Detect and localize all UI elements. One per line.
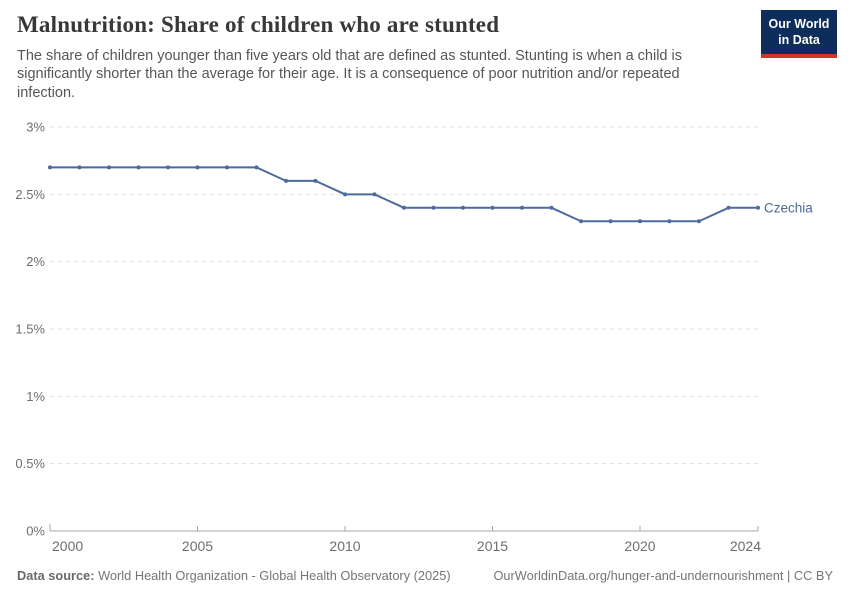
owid-logo-line2: in Data: [778, 33, 820, 48]
data-point[interactable]: [107, 165, 111, 170]
data-point[interactable]: [195, 165, 200, 170]
data-point[interactable]: [225, 165, 229, 170]
data-point[interactable]: [756, 205, 760, 210]
data-source-note: Data source: World Health Organization -…: [17, 568, 451, 583]
y-tick-label: 1.5%: [15, 322, 45, 337]
data-source-text: World Health Organization - Global Healt…: [94, 568, 451, 583]
data-point[interactable]: [608, 219, 613, 224]
data-point[interactable]: [254, 165, 259, 170]
data-point[interactable]: [490, 205, 495, 210]
data-source-label: Data source:: [17, 568, 95, 583]
x-tick-label: 2000: [52, 538, 83, 554]
data-point[interactable]: [343, 192, 347, 197]
data-point[interactable]: [77, 165, 82, 170]
y-tick-label: 1%: [26, 389, 45, 404]
owid-link[interactable]: OurWorldinData.org/hunger-and-undernouri…: [493, 568, 833, 583]
data-point[interactable]: [402, 205, 406, 210]
data-point[interactable]: [638, 219, 642, 224]
x-tick-label: 2005: [182, 538, 213, 554]
y-tick-label: 0.5%: [15, 456, 45, 471]
data-point[interactable]: [313, 178, 318, 183]
data-point[interactable]: [284, 178, 288, 183]
y-tick-label: 0%: [26, 524, 45, 539]
x-tick-label: 2020: [624, 538, 655, 554]
chart-subtitle: The share of children younger than five …: [17, 48, 682, 101]
data-point[interactable]: [520, 205, 524, 210]
data-point[interactable]: [549, 205, 554, 210]
x-tick-label: 2010: [329, 538, 360, 554]
page-title: Malnutrition: Share of children who are …: [17, 12, 500, 37]
data-point[interactable]: [697, 219, 701, 224]
y-tick-label: 3%: [26, 120, 45, 135]
data-point[interactable]: [136, 165, 141, 170]
data-point[interactable]: [461, 205, 465, 210]
owid-logo-line1: Our World: [768, 17, 830, 31]
data-point[interactable]: [667, 219, 672, 224]
series-end-label[interactable]: Czechia: [764, 200, 813, 215]
data-point[interactable]: [726, 205, 731, 210]
data-point[interactable]: [431, 205, 436, 210]
y-tick-label: 2%: [26, 254, 45, 269]
x-tick-label: 2015: [477, 538, 508, 554]
chart-footer: Data source: World Health Organization -…: [17, 568, 833, 583]
data-point[interactable]: [48, 165, 52, 170]
x-tick-label: 2024: [730, 538, 761, 554]
data-point[interactable]: [166, 165, 170, 170]
data-point[interactable]: [579, 219, 583, 224]
data-point[interactable]: [372, 192, 377, 197]
chart-header: Malnutrition: Share of children who are …: [17, 12, 757, 102]
owid-logo[interactable]: Our World in Data: [761, 10, 837, 58]
y-tick-label: 2.5%: [15, 187, 45, 202]
